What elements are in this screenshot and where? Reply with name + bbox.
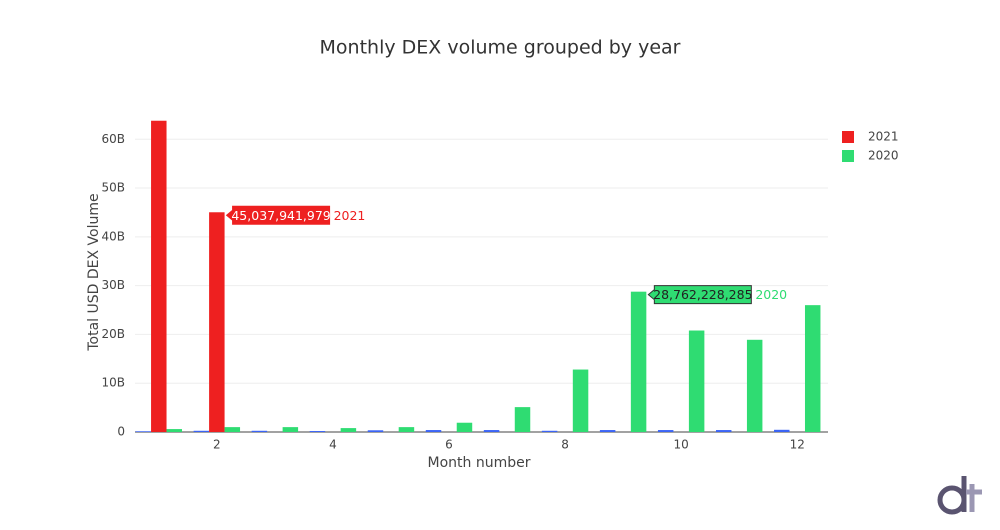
bar: [541, 430, 558, 432]
y-tick-label: 20B: [101, 327, 125, 341]
hover-label-box: [225, 205, 331, 225]
bar: [251, 430, 268, 432]
y-tick-label: 30B: [101, 278, 125, 292]
bar: [425, 430, 442, 432]
bar: [456, 422, 473, 432]
x-tick-label: 8: [561, 438, 569, 452]
bar: [657, 430, 674, 432]
bar: [151, 120, 167, 432]
legend-label: 2020: [868, 149, 899, 163]
bar: [804, 305, 821, 432]
bar: [398, 427, 415, 432]
hover-value: 28,762,228,285: [653, 287, 752, 302]
hover-value: 45,037,941,979: [231, 208, 330, 223]
x-tick-label: 6: [445, 438, 453, 452]
hover-label-box: [647, 285, 752, 305]
bar: [746, 339, 763, 432]
legend-swatch: [842, 131, 854, 143]
logo: [937, 476, 982, 515]
y-axis-title: Total USD DEX Volume: [86, 193, 102, 351]
x-axis-title: Month number: [428, 455, 531, 471]
bar: [688, 330, 705, 432]
y-tick-label: 10B: [101, 376, 125, 390]
x-tick-label: 12: [790, 438, 805, 452]
bar: [340, 428, 357, 432]
hover-series: 2020: [755, 287, 787, 302]
y-tick-label: 60B: [101, 132, 125, 146]
bar: [572, 369, 589, 432]
bar: [483, 430, 500, 432]
y-tick-label: 40B: [101, 229, 125, 243]
y-tick-label: 50B: [101, 181, 125, 195]
bar: [209, 212, 225, 432]
bar: [309, 431, 326, 432]
legend-swatch: [842, 150, 854, 162]
legend-label: 2021: [868, 130, 899, 144]
bar: [630, 291, 647, 432]
bar: [135, 431, 152, 432]
x-tick-label: 10: [674, 438, 689, 452]
x-tick-label: 2: [213, 438, 221, 452]
bar: [193, 430, 210, 432]
chart-title: Monthly DEX volume grouped by year: [320, 37, 681, 59]
bar: [282, 427, 299, 432]
bar: [774, 429, 790, 432]
bar: [715, 430, 732, 432]
bar: [367, 430, 384, 432]
bar: [514, 407, 531, 432]
x-tick-label: 4: [329, 438, 337, 452]
y-tick-label: 0: [117, 425, 125, 439]
bar: [224, 427, 241, 432]
bar: [599, 430, 616, 432]
bar: [166, 429, 183, 432]
hover-series: 2021: [334, 208, 366, 223]
